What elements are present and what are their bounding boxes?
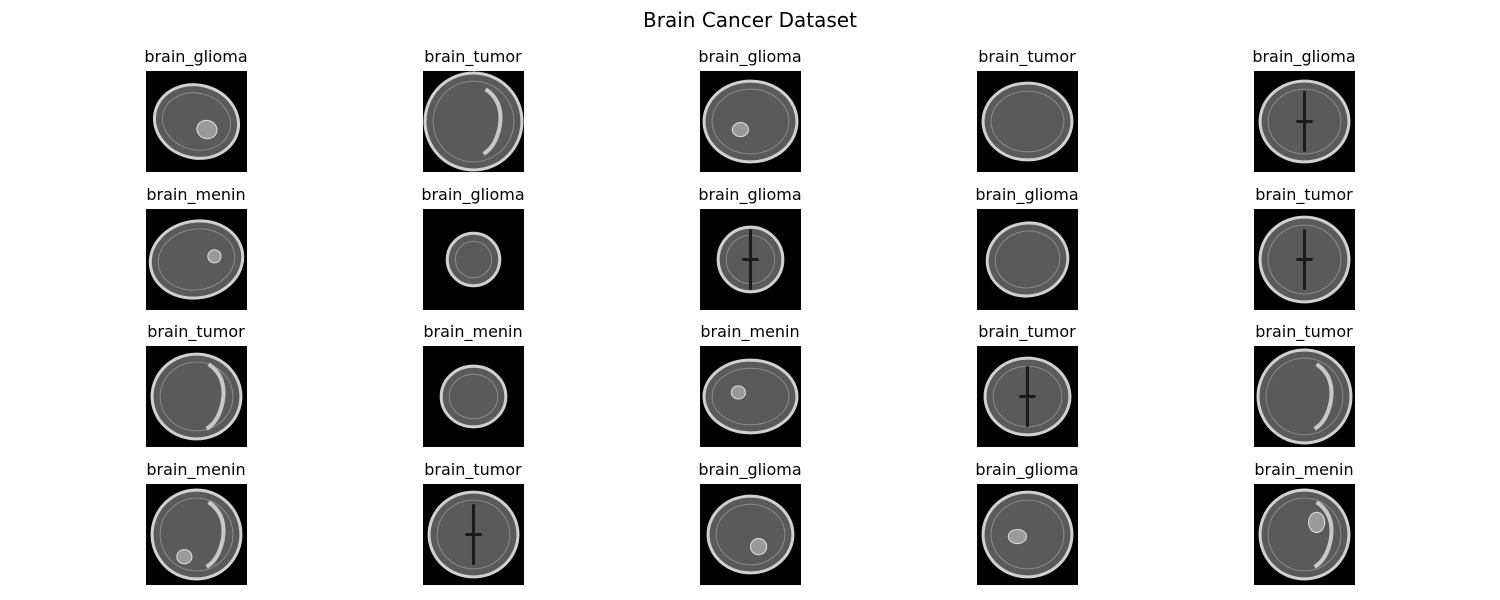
mri-scan-image — [422, 209, 524, 310]
mri-scan-image — [145, 71, 247, 172]
image-cell: brain_tumor — [947, 46, 1107, 172]
image-label: brain_tumor — [424, 460, 522, 479]
image-cell: brain_menin — [1224, 459, 1384, 585]
mri-scan-image — [1253, 209, 1355, 310]
image-label: brain_tumor — [1255, 185, 1353, 204]
image-cell: brain_glioma — [670, 459, 830, 585]
image-label: brain_glioma — [698, 47, 802, 66]
image-label: brain_tumor — [424, 47, 522, 66]
image-label: brain_tumor — [147, 322, 245, 341]
image-label: brain_menin — [1254, 460, 1354, 479]
image-label: brain_glioma — [1252, 47, 1356, 66]
mri-scan-image — [699, 71, 801, 172]
mri-scan-image — [422, 484, 524, 585]
image-cell: brain_glioma — [947, 459, 1107, 585]
image-cell: brain_tumor — [947, 321, 1107, 447]
image-cell: brain_glioma — [947, 184, 1107, 310]
image-label: brain_tumor — [978, 322, 1076, 341]
image-cell: brain_tumor — [1224, 321, 1384, 447]
mri-scan-image — [699, 484, 801, 585]
image-label: brain_menin — [423, 322, 523, 341]
image-cell: brain_glioma — [670, 46, 830, 172]
mri-scan-image — [1253, 484, 1355, 585]
image-cell: brain_tumor — [116, 321, 276, 447]
image-cell: brain_glioma — [116, 46, 276, 172]
mri-scan-image — [145, 346, 247, 447]
image-label: brain_menin — [146, 185, 246, 204]
mri-scan-image — [976, 346, 1078, 447]
image-cell: brain_tumor — [393, 46, 553, 172]
mri-scan-image — [699, 346, 801, 447]
mri-scan-image — [145, 209, 247, 310]
image-label: brain_glioma — [144, 47, 248, 66]
image-label: brain_glioma — [698, 185, 802, 204]
image-cell: brain_glioma — [1224, 46, 1384, 172]
mri-scan-image — [1253, 71, 1355, 172]
image-label: brain_glioma — [975, 185, 1079, 204]
image-label: brain_tumor — [1255, 322, 1353, 341]
mri-scan-image — [145, 484, 247, 585]
mri-scan-image — [976, 71, 1078, 172]
image-cell: brain_menin — [116, 459, 276, 585]
image-cell: brain_menin — [116, 184, 276, 310]
image-label: brain_menin — [146, 460, 246, 479]
mri-scan-image — [976, 484, 1078, 585]
image-label: brain_glioma — [698, 460, 802, 479]
image-label: brain_tumor — [978, 47, 1076, 66]
image-cell: brain_tumor — [393, 459, 553, 585]
image-cell: brain_tumor — [1224, 184, 1384, 310]
mri-scan-image — [976, 209, 1078, 310]
image-cell: brain_glioma — [670, 184, 830, 310]
image-label: brain_menin — [700, 322, 800, 341]
image-cell: brain_menin — [670, 321, 830, 447]
image-cell: brain_glioma — [393, 184, 553, 310]
image-label: brain_glioma — [421, 185, 525, 204]
mri-scan-image — [699, 209, 801, 310]
mri-scan-image — [1253, 346, 1355, 447]
mri-scan-image — [422, 71, 524, 172]
mri-scan-image — [422, 346, 524, 447]
image-label: brain_glioma — [975, 460, 1079, 479]
image-cell: brain_menin — [393, 321, 553, 447]
figure-title: Brain Cancer Dataset — [643, 8, 857, 32]
